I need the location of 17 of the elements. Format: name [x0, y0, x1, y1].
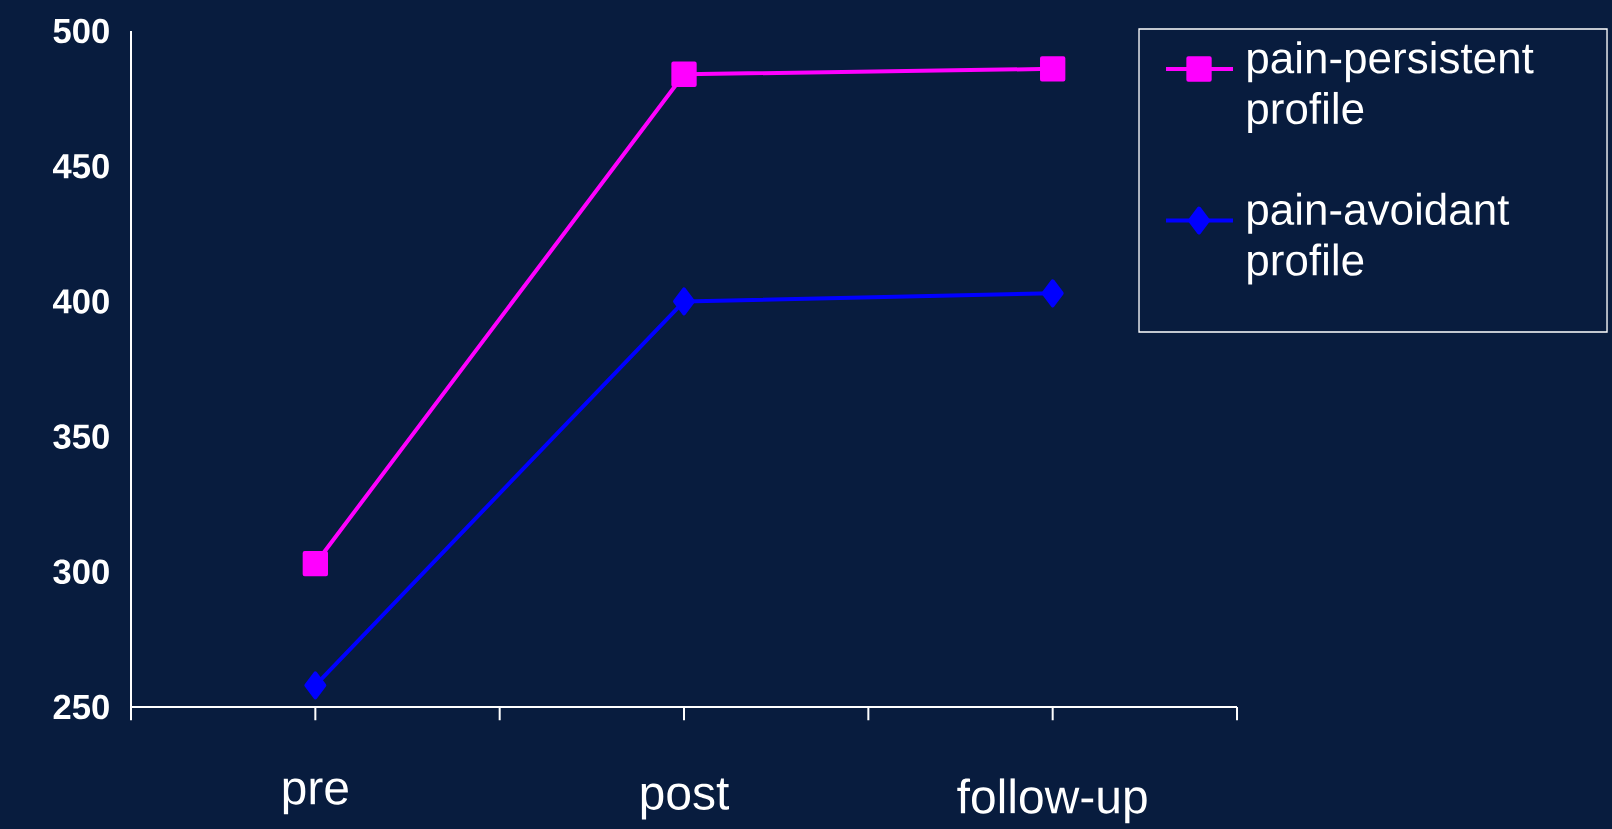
point [671, 61, 697, 87]
legend-label: pain-avoidant profile [1248, 192, 1510, 285]
point [1041, 279, 1064, 308]
legend-label: pain-persistent profile [1248, 41, 1534, 133]
point [302, 551, 329, 577]
y-tick-label: 500 [53, 18, 109, 44]
x-tick-label: post [641, 778, 730, 820]
x-tick-label: follow-up [957, 778, 1147, 824]
y-tick-label: 350 [53, 424, 109, 449]
point [673, 287, 696, 316]
x-tick-label: pre [283, 778, 348, 815]
point [1040, 56, 1066, 82]
point [304, 671, 327, 700]
y-tick-label: 400 [52, 289, 109, 314]
y-tick-label: 300 [53, 559, 109, 585]
y-tick-label: 250 [53, 694, 109, 720]
y-tick-label: 450 [52, 153, 109, 179]
